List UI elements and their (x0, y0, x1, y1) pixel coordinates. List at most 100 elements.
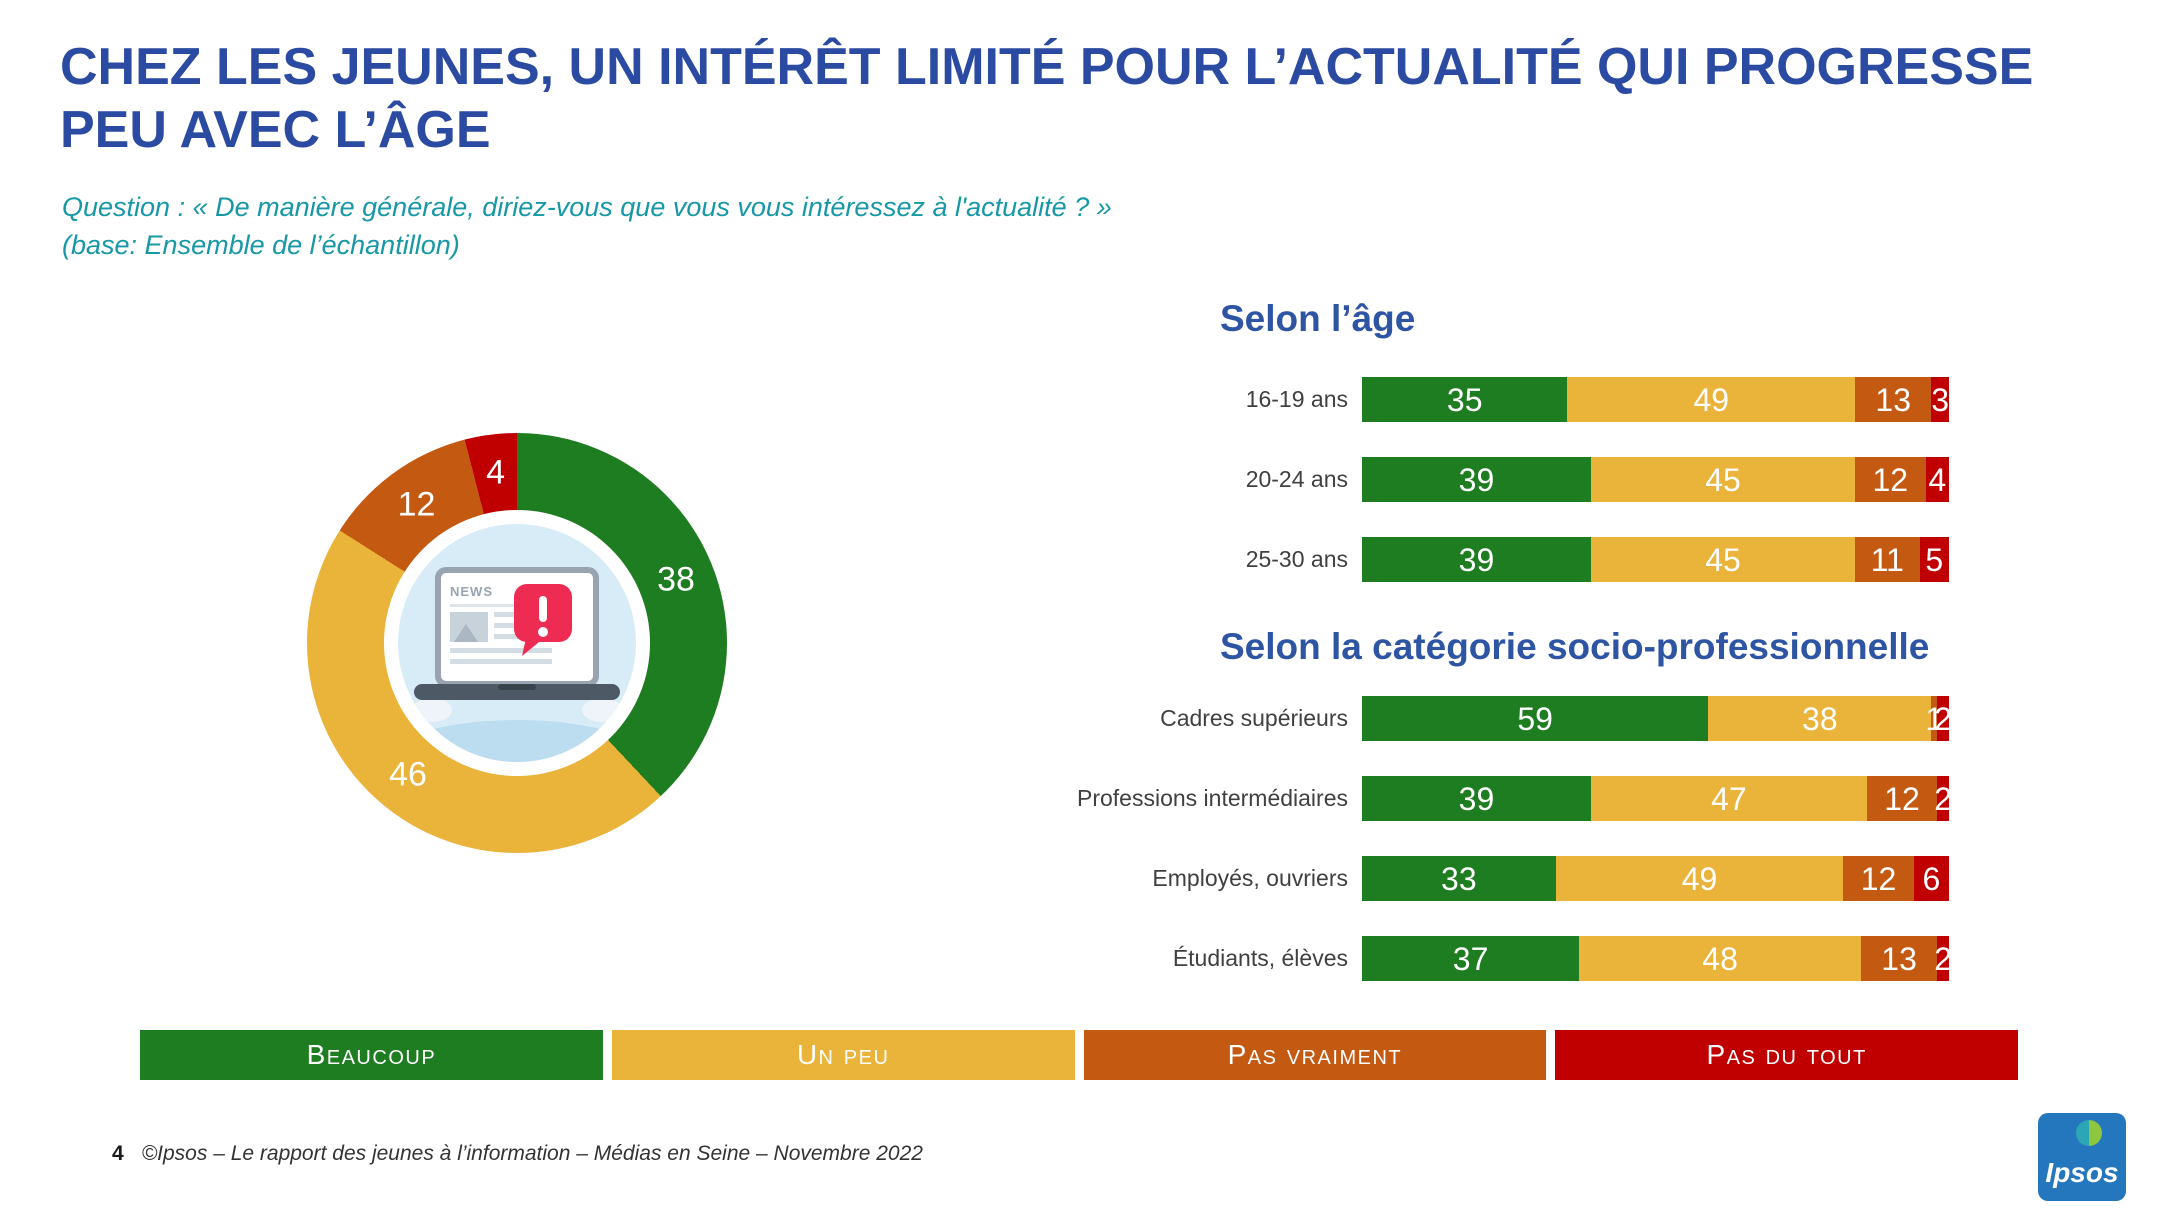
stacked-bar: 35 49 13 3 (1362, 377, 1949, 422)
legend-item-pas-du-tout: Pas du tout (1555, 1030, 2018, 1080)
bar-segment-un-peu: 49 (1567, 377, 1856, 422)
bar-value-label: 59 (1517, 700, 1553, 737)
stacked-bar: 39 45 11 5 (1362, 537, 1949, 582)
bar-category-label: Étudiants, élèves (1172, 945, 1348, 971)
bar-segment-pas-vraiment: 12 (1855, 457, 1926, 502)
bar-value-label: 11 (1870, 541, 1904, 578)
bar-segment-pas-du-tout: 4 (1925, 457, 1949, 502)
bar-value-label: 45 (1705, 461, 1741, 498)
bar-segment-pas-du-tout: 3 (1931, 377, 1949, 422)
donut-labels: 38 46 12 4 (307, 433, 727, 853)
bar-row: 16-19 ans 35 49 13 3 (1072, 377, 1949, 422)
question-line1: Question : « De manière générale, diriez… (62, 192, 1112, 222)
bar-value-label: 2 (1934, 780, 1952, 817)
legend-item-pas-vraiment: Pas vraiment (1083, 1030, 1547, 1080)
bar-row: Cadres supérieurs 59 38 1 2 (1072, 696, 1952, 741)
bar-row: 20-24 ans 39 45 12 4 (1072, 457, 1949, 502)
ipsos-logo: Ipsos (2038, 1113, 2126, 1201)
bar-category-label: 25-30 ans (1245, 546, 1348, 572)
bar-segment-un-peu: 48 (1579, 936, 1861, 981)
bar-value-label: 4 (1928, 461, 1947, 498)
question-block: Question : « De manière générale, diriez… (62, 188, 1112, 265)
bar-value-label: 5 (1925, 541, 1944, 578)
bar-value-label: 2 (1934, 940, 1952, 977)
age-bar-chart: 16-19 ans 35 49 13 3 20-24 ans 39 45 12 4 25-30 an… (1072, 377, 1949, 617)
bar-row: 25-30 ans 39 45 11 5 (1072, 537, 1949, 582)
stacked-bar: 59 38 1 2 (1362, 696, 1952, 741)
bar-segment-un-peu: 47 (1590, 776, 1867, 821)
bar-segment-beaucoup: 33 (1362, 856, 1556, 901)
bar-category-label: Employés, ouvriers (1152, 865, 1348, 891)
bar-value-label: 39 (1458, 461, 1495, 498)
legend-item-un-peu: Un peu (611, 1030, 1075, 1080)
stacked-bar: 39 45 12 4 (1362, 457, 1949, 502)
donut-value-label: 46 (389, 755, 427, 794)
stacked-bar: 33 49 12 6 (1362, 856, 1949, 901)
bar-category-label: Professions intermédiaires (1076, 785, 1348, 811)
bar-segment-un-peu: 45 (1590, 537, 1856, 582)
bar-segment-pas-vraiment: 13 (1860, 936, 1938, 981)
bar-value-label: 12 (1872, 461, 1909, 498)
bar-segment-pas-du-tout: 6 (1913, 856, 1949, 901)
donut-chart: NEWS 38 46 12 4 (307, 433, 727, 853)
donut-value-label: 38 (657, 560, 695, 599)
age-section-title: Selon l’âge (1220, 298, 1416, 339)
bar-category-label: 20-24 ans (1245, 466, 1348, 492)
ipsos-logo-text: Ipsos (2045, 1157, 2119, 1188)
bar-value-label: 47 (1711, 780, 1747, 817)
bar-category-label: 16-19 ans (1245, 386, 1348, 412)
bar-value-label: 6 (1922, 860, 1941, 897)
bar-segment-pas-vraiment: 12 (1866, 776, 1938, 821)
bar-value-label: 2 (1934, 700, 1952, 737)
bar-value-label: 13 (1881, 940, 1917, 977)
ipsos-logo-ball-icon (2076, 1120, 2102, 1146)
donut-value-label: 4 (486, 453, 506, 492)
bar-segment-un-peu: 45 (1590, 457, 1856, 502)
bar-value-label: 33 (1441, 860, 1477, 897)
question-line2: (base: Ensemble de l’échantillon) (62, 230, 460, 261)
stacked-bar: 37 48 13 2 (1362, 936, 1952, 981)
csp-bar-chart: Cadres supérieurs 59 38 1 2 Professions inter… (1072, 696, 1952, 1016)
bar-segment-beaucoup: 39 (1362, 776, 1591, 821)
page-number: 4 (112, 1142, 124, 1165)
bar-segment-pas-vraiment: 13 (1855, 377, 1932, 422)
legend-item-beaucoup: Beaucoup (140, 1030, 603, 1080)
bar-value-label: 38 (1802, 700, 1838, 737)
bar-segment-beaucoup: 37 (1362, 936, 1580, 981)
bar-segment-pas-vraiment: 11 (1855, 537, 1920, 582)
slide-title: CHEZ LES JEUNES, UN INTÉRÊT LIMITÉ POUR … (60, 38, 2034, 160)
bar-category-label: Cadres supérieurs (1160, 705, 1348, 731)
bar-segment-beaucoup: 59 (1362, 696, 1709, 741)
bar-segment-pas-du-tout: 2 (1934, 776, 1952, 821)
bar-segment-un-peu: 38 (1708, 696, 1932, 741)
bar-segment-beaucoup: 39 (1362, 457, 1591, 502)
bar-value-label: 39 (1458, 780, 1495, 817)
bar-value-label: 12 (1860, 860, 1897, 897)
bar-row: Professions intermédiaires 39 47 12 2 (1072, 776, 1952, 821)
bar-segment-pas-du-tout: 5 (1919, 537, 1949, 582)
bar-segment-pas-du-tout: 2 (1934, 936, 1952, 981)
stacked-bar: 39 47 12 2 (1362, 776, 1952, 821)
legend: Beaucoup Un peu Pas vraiment Pas du tout (140, 1030, 2018, 1080)
bar-segment-pas-vraiment: 12 (1843, 856, 1914, 901)
bar-value-label: 12 (1884, 780, 1920, 817)
bar-value-label: 35 (1446, 381, 1483, 418)
bar-value-label: 37 (1452, 940, 1489, 977)
bar-segment-pas-du-tout: 2 (1934, 696, 1952, 741)
bar-value-label: 13 (1875, 381, 1911, 418)
bar-row: Employés, ouvriers 33 49 12 6 (1072, 856, 1949, 901)
bar-segment-beaucoup: 39 (1362, 537, 1591, 582)
bar-value-label: 45 (1705, 541, 1741, 578)
csp-section-title: Selon la catégorie socio-professionnelle (1220, 626, 1930, 667)
news-screen-label: NEWS (450, 584, 493, 599)
bar-row: Étudiants, élèves 37 48 13 2 (1072, 936, 1952, 981)
bar-segment-beaucoup: 35 (1362, 377, 1568, 422)
donut-value-label: 12 (397, 485, 436, 524)
bar-value-label: 49 (1693, 381, 1730, 418)
bar-segment-un-peu: 49 (1555, 856, 1844, 901)
bar-value-label: 39 (1458, 541, 1495, 578)
footer: 4 ©Ipsos – Le rapport des jeunes à l’inf… (112, 1142, 923, 1166)
bar-value-label: 49 (1681, 860, 1718, 897)
footer-text: ©Ipsos – Le rapport des jeunes à l’infor… (141, 1142, 923, 1165)
